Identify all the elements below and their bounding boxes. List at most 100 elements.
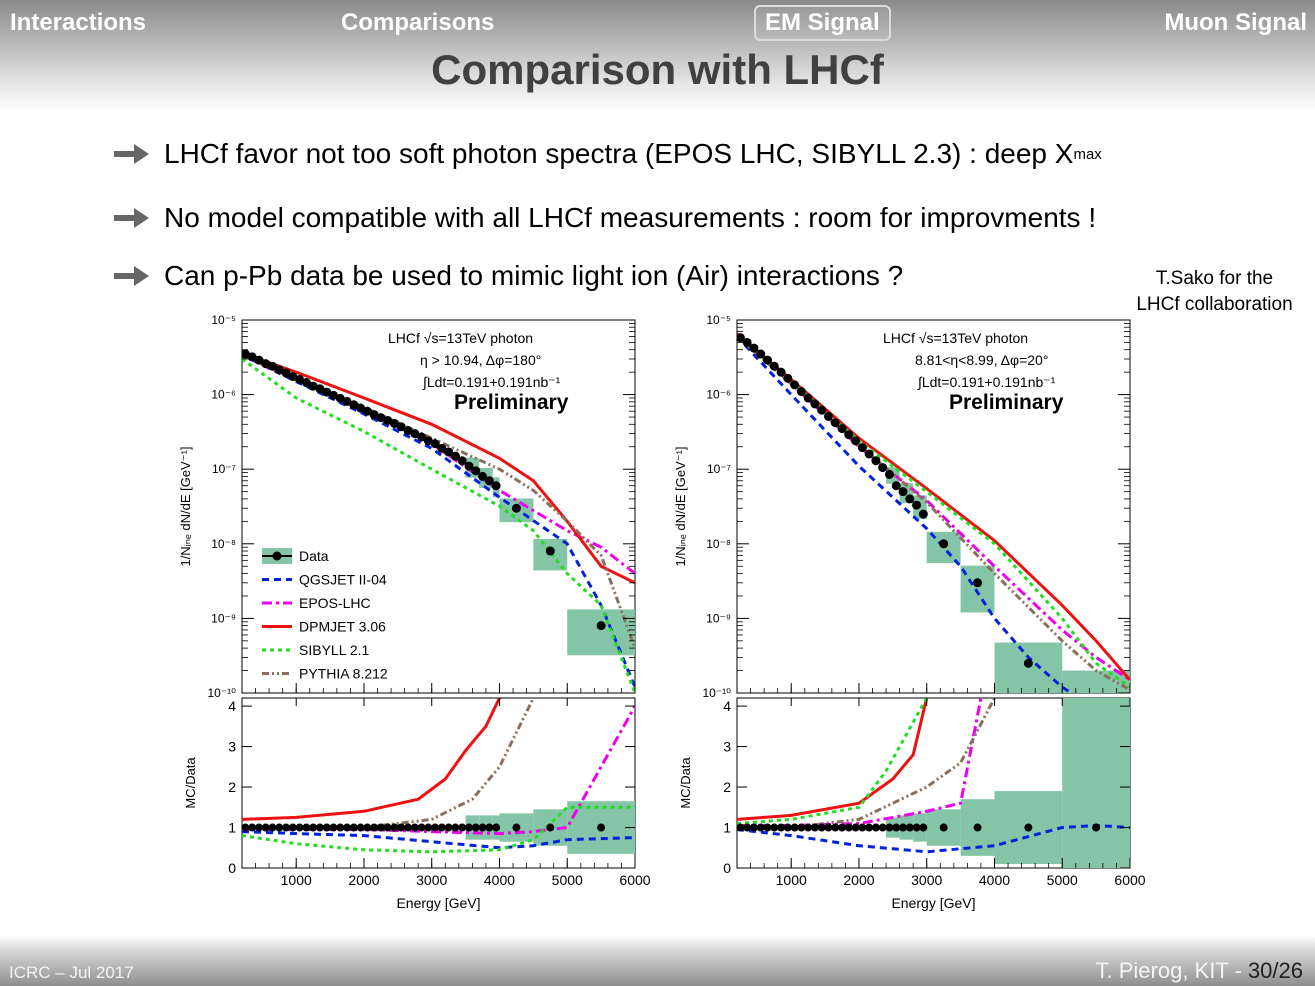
ratio-data-point <box>777 823 786 832</box>
data-point <box>918 509 928 519</box>
data-point <box>410 429 420 439</box>
ratio-data-point <box>973 823 982 832</box>
ratio-data-point <box>1092 823 1101 832</box>
data-point <box>274 365 284 375</box>
data-point <box>837 424 847 434</box>
ratio-tick-label: 4 <box>723 698 731 714</box>
y-tick-label: 10⁻⁵ <box>211 313 236 327</box>
data-point <box>356 403 366 413</box>
ratio-data-point <box>356 823 365 832</box>
data-point <box>342 396 352 406</box>
ratio-data-point <box>817 823 826 832</box>
slide-title: Comparison with LHCf <box>431 46 884 93</box>
data-point <box>905 494 915 504</box>
data-point <box>484 476 494 486</box>
data-point <box>749 343 759 353</box>
ratio-data-point <box>797 823 806 832</box>
ratio-tick-label: 1 <box>228 820 236 836</box>
data-point <box>857 443 867 453</box>
arrow-bullet-icon <box>114 208 149 228</box>
y-tick-label: 10⁻⁶ <box>211 388 236 402</box>
ratio-data-point <box>336 823 345 832</box>
ratio-data-point <box>376 823 385 832</box>
lhcf-chart-left: 10⁻¹⁰ 10⁻⁹ 10⁻⁸ 10⁻⁷ 10⁻⁶ 10⁻⁵ 1000 2000 3000 400… <box>178 313 651 911</box>
data-point <box>790 380 800 390</box>
top-panel-frame <box>736 319 1131 694</box>
ratio-axis-label: MC/Data <box>678 757 693 809</box>
y-tick-label: 10⁻⁹ <box>706 611 731 625</box>
data-point <box>491 481 501 491</box>
slide-header: Interactions Comparisons EM Signal Muon … <box>0 0 1315 112</box>
ratio-data-point <box>458 823 467 832</box>
data-point <box>796 387 806 397</box>
y-tick-label: 10⁻⁵ <box>706 313 731 327</box>
x-tick-label: 5000 <box>1047 872 1078 888</box>
ratio-data-point <box>871 823 880 832</box>
ratio-data-point <box>397 823 406 832</box>
ratio-data-point <box>329 823 338 832</box>
x-tick-label: 2000 <box>348 872 379 888</box>
data-point <box>756 349 766 359</box>
ratio-data-point <box>851 823 860 832</box>
data-point <box>471 466 481 476</box>
info-text: 8.81<η<8.99, Δφ=20° <box>915 352 1048 368</box>
ratio-tick-label: 0 <box>723 860 731 876</box>
ratio-data-point <box>390 823 399 832</box>
x-tick-label: 3000 <box>911 872 942 888</box>
ratio-line-qgsjet-ii-04 <box>242 830 635 850</box>
legend-label: SIBYLL 2.1 <box>299 642 370 658</box>
ratio-panel-frame <box>241 697 636 869</box>
top-panel-frame <box>241 319 636 694</box>
legend-label: Data <box>299 548 329 564</box>
ratio-data-point <box>770 823 779 832</box>
data-point <box>742 337 752 347</box>
ratio-data-point <box>844 823 853 832</box>
ratio-data-point <box>1024 823 1033 832</box>
data-point <box>328 390 338 400</box>
data-point <box>1023 658 1033 668</box>
ratio-data-point <box>295 823 304 832</box>
ratio-data-point <box>275 823 284 832</box>
ratio-data-point <box>831 823 840 832</box>
data-point <box>810 399 820 409</box>
y-tick-label: 10⁻⁷ <box>212 462 236 476</box>
ratio-data-point <box>322 823 331 832</box>
ratio-data-point <box>410 823 419 832</box>
data-point <box>844 430 854 440</box>
data-point <box>478 471 488 481</box>
y-tick-label: 10⁻⁷ <box>707 462 731 476</box>
nav-em-signal[interactable]: EM Signal <box>754 5 891 41</box>
info-text: ∫Ldt=0.191+0.191nb⁻¹ <box>422 374 561 390</box>
ratio-data-point <box>268 823 277 832</box>
legend-label: PYTHIA 8.212 <box>299 666 388 682</box>
ratio-data-point <box>451 823 460 832</box>
data-point <box>376 413 386 423</box>
nav-muon-signal[interactable]: Muon Signal <box>1164 9 1307 36</box>
ratio-data-point <box>919 823 928 832</box>
slide-footer: ICRC – Jul 2017 T. Pierog, KIT - 30/26 <box>0 936 1315 986</box>
series-line-dpmjet-3-06 <box>242 351 635 585</box>
x-tick-label: 4000 <box>979 872 1010 888</box>
ratio-tick-label: 1 <box>723 820 731 836</box>
footer-author: T. Pierog, KIT - 30/26 <box>1096 958 1303 984</box>
ratio-data-point <box>790 823 799 832</box>
data-point <box>878 463 888 473</box>
bullet-3: Can p-Pb data be used to mimic light ion… <box>112 258 903 294</box>
nav-interactions[interactable]: Interactions <box>10 9 147 36</box>
ratio-data-point <box>404 823 413 832</box>
data-point <box>803 393 813 403</box>
ratio-line-epos-lhc <box>242 705 635 836</box>
data-point <box>322 387 332 397</box>
ratio-data-point <box>824 823 833 832</box>
ratio-data-point <box>885 823 894 832</box>
x-tick-label: 2000 <box>843 872 874 888</box>
data-point <box>783 373 793 383</box>
ratio-uncertainty-band <box>1062 698 1130 868</box>
data-point <box>403 426 413 436</box>
x-tick-label: 1000 <box>281 872 312 888</box>
ratio-data-point <box>597 823 606 832</box>
series-line-pythia-8-212 <box>737 335 1130 692</box>
ratio-data-point <box>492 823 501 832</box>
nav-comparisons[interactable]: Comparisons <box>341 9 495 36</box>
data-point <box>396 422 406 432</box>
